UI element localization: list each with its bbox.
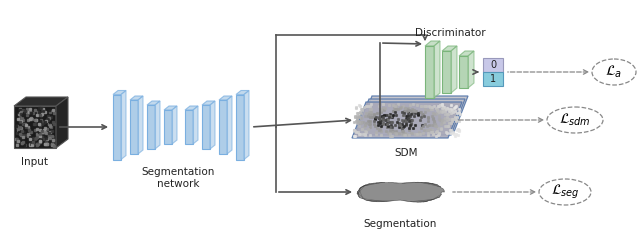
Polygon shape [113, 95, 121, 160]
Polygon shape [164, 110, 172, 144]
Polygon shape [172, 106, 177, 144]
Polygon shape [236, 95, 244, 160]
Polygon shape [442, 46, 457, 51]
Polygon shape [425, 46, 434, 98]
Polygon shape [434, 41, 440, 98]
Polygon shape [193, 106, 198, 144]
Polygon shape [219, 96, 232, 100]
Polygon shape [202, 105, 210, 149]
Polygon shape [468, 51, 474, 88]
Polygon shape [185, 106, 198, 110]
Text: Input: Input [22, 157, 49, 167]
Text: 1: 1 [490, 74, 496, 84]
Polygon shape [185, 110, 193, 144]
Polygon shape [244, 91, 249, 160]
Text: $\mathcal{L}_{seg}$: $\mathcal{L}_{seg}$ [550, 183, 579, 201]
Polygon shape [459, 56, 468, 88]
Polygon shape [56, 97, 68, 148]
Polygon shape [459, 51, 474, 56]
FancyBboxPatch shape [483, 72, 503, 86]
Polygon shape [121, 91, 126, 160]
Polygon shape [113, 91, 126, 95]
Polygon shape [138, 96, 143, 154]
Polygon shape [425, 41, 440, 46]
Polygon shape [355, 99, 465, 135]
FancyBboxPatch shape [483, 58, 503, 72]
Text: Segmentation
network: Segmentation network [142, 167, 215, 189]
Text: $\mathcal{L}_{sdm}$: $\mathcal{L}_{sdm}$ [559, 112, 591, 128]
Polygon shape [236, 91, 249, 95]
Polygon shape [358, 96, 468, 132]
Text: 0: 0 [490, 60, 496, 70]
Polygon shape [147, 105, 155, 149]
Text: SDM: SDM [394, 148, 418, 158]
Polygon shape [14, 97, 68, 106]
Polygon shape [155, 101, 160, 149]
Text: $\mathcal{L}_{a}$: $\mathcal{L}_{a}$ [605, 64, 623, 80]
Polygon shape [357, 182, 445, 202]
Polygon shape [219, 100, 227, 154]
Text: Segmentation: Segmentation [364, 219, 436, 229]
Polygon shape [210, 101, 215, 149]
Polygon shape [14, 106, 56, 148]
Polygon shape [130, 96, 143, 100]
Polygon shape [202, 101, 215, 105]
Polygon shape [451, 46, 457, 93]
Polygon shape [442, 51, 451, 93]
Polygon shape [227, 96, 232, 154]
Polygon shape [164, 106, 177, 110]
Text: Discriminator: Discriminator [415, 28, 485, 38]
Polygon shape [352, 102, 462, 138]
Polygon shape [130, 100, 138, 154]
Polygon shape [147, 101, 160, 105]
